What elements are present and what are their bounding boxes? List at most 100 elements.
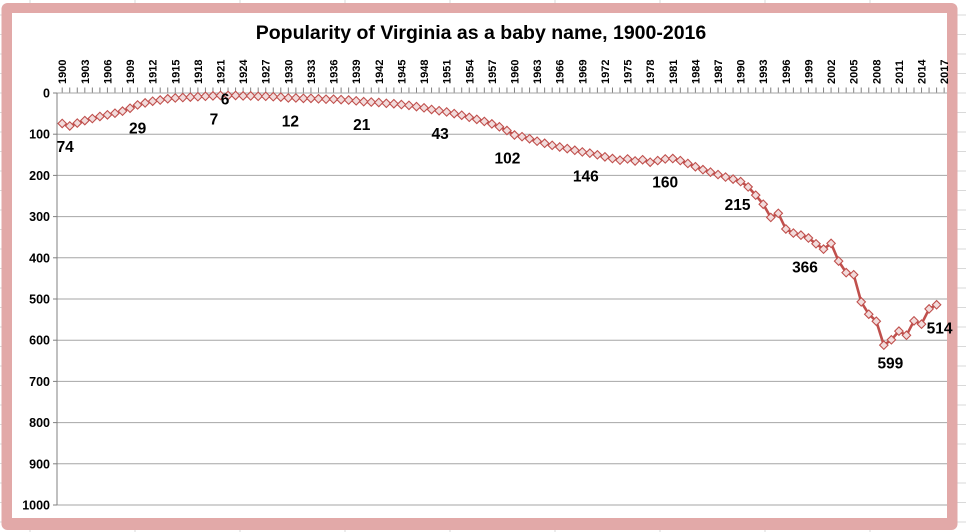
data-point-marker bbox=[419, 102, 430, 113]
data-point-marker bbox=[584, 148, 595, 159]
data-point-marker bbox=[351, 95, 362, 106]
data-point-marker bbox=[622, 153, 633, 164]
data-point-marker bbox=[924, 303, 935, 314]
data-point-marker bbox=[750, 190, 761, 201]
x-axis-label: 1939 bbox=[351, 60, 363, 84]
data-point-marker bbox=[803, 233, 814, 244]
data-label: 29 bbox=[129, 120, 147, 137]
data-point-marker bbox=[675, 155, 686, 166]
x-axis-label: 1936 bbox=[329, 60, 341, 84]
data-point-marker bbox=[125, 103, 136, 114]
data-point-marker bbox=[577, 146, 588, 157]
data-point-marker bbox=[373, 97, 384, 108]
x-axis-label: 1957 bbox=[487, 60, 499, 84]
data-point-marker bbox=[343, 95, 354, 105]
data-point-marker bbox=[893, 326, 904, 337]
data-point-marker bbox=[275, 92, 286, 103]
data-point-marker bbox=[720, 172, 731, 183]
x-axis-label: 2017 bbox=[939, 60, 951, 84]
data-point-marker bbox=[713, 169, 723, 180]
data-point-marker bbox=[94, 111, 105, 122]
data-point-marker bbox=[426, 104, 437, 115]
data-point-marker bbox=[863, 309, 874, 320]
data-point-marker bbox=[735, 176, 746, 187]
data-point-marker bbox=[200, 91, 211, 102]
x-axis-label: 1909 bbox=[125, 60, 137, 84]
x-axis-label: 1930 bbox=[283, 60, 295, 84]
data-point-marker bbox=[878, 340, 889, 351]
x-axis-label: 2002 bbox=[826, 60, 838, 84]
data-point-marker bbox=[599, 151, 610, 162]
x-axis-label: 1921 bbox=[215, 60, 227, 84]
data-point-marker bbox=[697, 164, 708, 175]
x-axis-label: 1951 bbox=[442, 60, 454, 84]
data-point-marker bbox=[486, 118, 497, 129]
x-axis-label: 1966 bbox=[555, 60, 567, 84]
data-label: 43 bbox=[431, 126, 449, 143]
data-point-marker bbox=[833, 256, 844, 267]
data-point-marker bbox=[162, 93, 173, 104]
y-axis-label: 600 bbox=[29, 334, 50, 348]
x-axis-label: 1903 bbox=[80, 60, 92, 84]
x-axis-label: 1960 bbox=[509, 60, 521, 84]
data-point-marker bbox=[223, 90, 234, 101]
y-axis-label: 800 bbox=[29, 416, 50, 430]
y-axis-label: 0 bbox=[43, 87, 50, 101]
data-point-marker bbox=[931, 299, 942, 310]
x-axis-label: 1963 bbox=[532, 60, 544, 84]
y-axis-label: 500 bbox=[29, 293, 50, 307]
x-axis-label: 1918 bbox=[193, 60, 205, 84]
data-point-marker bbox=[298, 93, 309, 104]
data-point-marker bbox=[177, 92, 188, 103]
data-point-marker bbox=[788, 228, 799, 239]
x-axis-label: 1912 bbox=[148, 60, 160, 84]
x-axis-label: 1975 bbox=[623, 60, 635, 84]
data-point-marker bbox=[207, 90, 218, 101]
data-point-marker bbox=[773, 208, 784, 219]
data-point-marker bbox=[283, 92, 294, 103]
data-point-marker bbox=[434, 105, 445, 116]
data-point-marker bbox=[826, 238, 837, 249]
data-point-marker bbox=[916, 319, 927, 330]
x-axis-label: 1993 bbox=[758, 60, 770, 84]
data-label: 74 bbox=[57, 139, 75, 156]
data-point-marker bbox=[328, 94, 339, 105]
data-point-marker bbox=[260, 91, 271, 102]
data-point-marker bbox=[554, 141, 565, 152]
x-axis-label: 1987 bbox=[713, 60, 725, 84]
x-axis-label: 1945 bbox=[396, 60, 408, 84]
data-point-marker bbox=[811, 238, 821, 249]
data-point-marker bbox=[501, 125, 512, 136]
y-axis-label: 300 bbox=[29, 210, 50, 224]
data-point-marker bbox=[607, 153, 618, 164]
data-point-marker bbox=[305, 93, 316, 104]
x-axis-label: 1906 bbox=[102, 60, 114, 84]
data-point-marker bbox=[690, 161, 701, 172]
x-axis-label: 1984 bbox=[690, 59, 702, 84]
data-point-marker bbox=[79, 115, 90, 126]
y-axis-label: 400 bbox=[29, 251, 50, 265]
x-axis-label: 1999 bbox=[803, 60, 815, 84]
data-point-marker bbox=[456, 110, 467, 121]
data-point-marker bbox=[494, 121, 505, 132]
data-label: 366 bbox=[792, 259, 818, 276]
plot-area: 0 100 200 300 400 500 600 700 800 900 1000 1900 1903… bbox=[22, 59, 953, 513]
data-point-marker bbox=[780, 223, 791, 234]
x-axis-label: 1933 bbox=[306, 60, 318, 84]
x-axis-label: 1978 bbox=[645, 60, 657, 84]
data-point-marker bbox=[230, 90, 241, 101]
chart-title: Popularity of Virginia as a baby name, 1… bbox=[256, 22, 707, 44]
data-point-marker bbox=[848, 269, 859, 280]
y-axis-label: 100 bbox=[29, 128, 50, 142]
data-point-marker bbox=[140, 97, 151, 108]
x-axis-label: 1972 bbox=[600, 60, 612, 84]
data-point-marker bbox=[667, 153, 678, 164]
data-label: 6 bbox=[221, 91, 230, 108]
data-point-marker bbox=[87, 113, 98, 124]
data-point-marker bbox=[109, 108, 120, 119]
x-axis-label: 1969 bbox=[577, 60, 589, 84]
data-label: 102 bbox=[495, 151, 521, 168]
data-point-marker bbox=[464, 112, 475, 123]
